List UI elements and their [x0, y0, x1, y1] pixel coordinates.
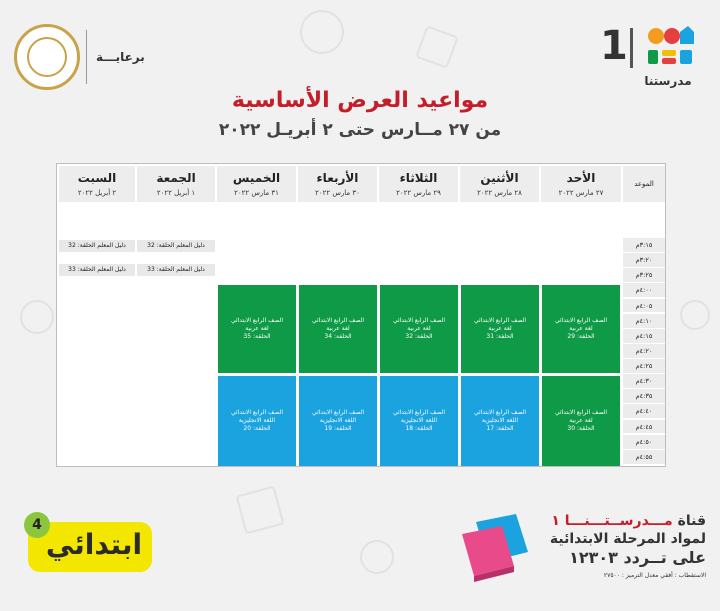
time-slot: ٤:٢٠م	[623, 343, 665, 359]
brand-mark-icon	[648, 26, 694, 64]
friday-guide-cell: دليل المعلم الحلقة: 32	[137, 240, 215, 252]
lesson-cell-tuesday-1: الصف الرابع الابتدائي لغة عربية الحلقة: 32	[380, 285, 458, 373]
day-header-friday: الجمعة ١ أبريل ٢٠٢٢	[137, 166, 215, 202]
channel-frequency: على تــردد ١٢٣٠٣	[569, 548, 706, 567]
time-slot: ٤:٤٥م	[623, 419, 665, 435]
time-slot: ٤:٥٠م	[623, 434, 665, 450]
lesson-cell-wednesday-1: الصف الرابع الابتدائي لغة عربية الحلقة: 34	[299, 285, 377, 373]
time-slot: ٤:٠٥م	[623, 298, 665, 314]
schedule-table: الأحد ٢٧ مارس ٢٠٢٢ الأثنين ٢٨ مارس ٢٠٢٢ ال…	[56, 163, 666, 467]
ibtidai-4-logo: ابتدائي 4	[18, 508, 158, 574]
divider	[86, 30, 87, 84]
channel-info: قناة مـــدرســتـــنـــا ١ لمواد المرحلة …	[536, 512, 706, 579]
lesson-cell-thursday-2: الصف الرابع الابتدائي اللغة الانجليزية الح…	[218, 376, 296, 466]
lesson-cell-wednesday-2: الصف الرابع الابتدائي اللغة الانجليزية الح…	[299, 376, 377, 466]
day-header-sunday: الأحد ٢٧ مارس ٢٠٢٢	[541, 166, 621, 202]
lesson-cell-monday-2: الصف الرابع الابتدائي اللغة الانجليزية الح…	[461, 376, 539, 466]
brand-number: 1	[600, 23, 628, 69]
saturday-guide-cell: دليل المعلم الحلقة: 32	[59, 240, 135, 252]
time-slot: ٤:١٥م	[623, 328, 665, 344]
background-doodle	[235, 485, 285, 535]
time-slot: ٤:٣٠م	[623, 374, 665, 390]
day-header-saturday: السبت ٢ أبريل ٢٠٢٢	[59, 166, 135, 202]
time-slot: ٣:٢٥م	[623, 268, 665, 284]
brand-name: مدرستنا	[644, 74, 692, 88]
time-slot: ٤:٠٠م	[623, 283, 665, 299]
lesson-cell-thursday-1: الصف الرابع الابتدائي لغة عربية الحلقة: 35	[218, 285, 296, 373]
time-slot: ٤:٢٥م	[623, 359, 665, 374]
day-header-wednesday: الأربعاء ٣٠ مارس ٢٠٢٢	[298, 166, 377, 202]
background-doodle	[680, 300, 710, 330]
background-doodle	[300, 10, 344, 54]
time-slot: ٣:٢٠م	[623, 253, 665, 269]
time-column: ٣:١٥م ٣:٢٠م ٣:٢٥م ٤:٠٠م ٤:٠٥م ٤:١٠م ٤:١٥…	[623, 238, 665, 465]
background-doodle	[360, 540, 394, 574]
ibtidai-text: ابتدائي	[45, 528, 143, 561]
channel-title: قناة مـــدرســتـــنـــا ١	[551, 513, 706, 529]
page-subtitle: من ٢٧ مــارس حتى ٢ أبريـل ٢٠٢٢	[218, 120, 502, 140]
lesson-cell-sunday-1: الصف الرابع الابتدائي لغة عربية الحلقة: 29	[542, 285, 620, 373]
time-slot: ٤:١٠م	[623, 313, 665, 329]
brand-divider	[630, 28, 633, 68]
channel-technical-info: الاستقطاب : أفقي معدل الترميز : ٢٧٥٠٠	[603, 572, 706, 579]
books-illustration-icon	[462, 514, 528, 582]
time-slot: ٣:١٥م	[623, 238, 665, 253]
ministry-seal-logo	[14, 24, 80, 90]
time-slot: ٤:٥٥م	[623, 449, 665, 465]
lesson-cell-tuesday-2: الصف الرابع الابتدائي اللغة الانجليزية الح…	[380, 376, 458, 466]
lesson-cell-monday-1: الصف الرابع الابتدائي لغة عربية الحلقة: 31	[461, 285, 539, 373]
time-slot: ٤:٣٥م	[623, 389, 665, 405]
day-header-monday: الأثنين ٢٨ مارس ٢٠٢٢	[460, 166, 539, 202]
channel-subtitle: لمواد المرحلة الابتدائية	[549, 531, 706, 547]
day-header-thursday: الخميس ٣١ مارس ٢٠٢٢	[217, 166, 296, 202]
background-doodle	[20, 300, 54, 334]
time-column-header: الموعد	[623, 166, 665, 202]
background-doodle	[415, 25, 459, 69]
lesson-cell-sunday-2: الصف الرابع الابتدائي لغة عربية الحلقة: 30	[542, 376, 620, 466]
page-title: مواعيد العرض الأساسية	[231, 88, 489, 113]
time-slot: ٤:٤٠م	[623, 404, 665, 420]
friday-guide-cell: دليل المعلم الحلقة: 33	[137, 264, 215, 276]
ibtidai-number-badge: 4	[24, 512, 50, 538]
sponsor-label: برعايـــة	[96, 50, 145, 64]
saturday-guide-cell: دليل المعلم الحلقة: 33	[59, 264, 135, 276]
day-header-tuesday: الثلاثاء ٢٩ مارس ٢٠٢٢	[379, 166, 458, 202]
madrasetna-logo: 1 مدرستنا	[600, 22, 700, 94]
